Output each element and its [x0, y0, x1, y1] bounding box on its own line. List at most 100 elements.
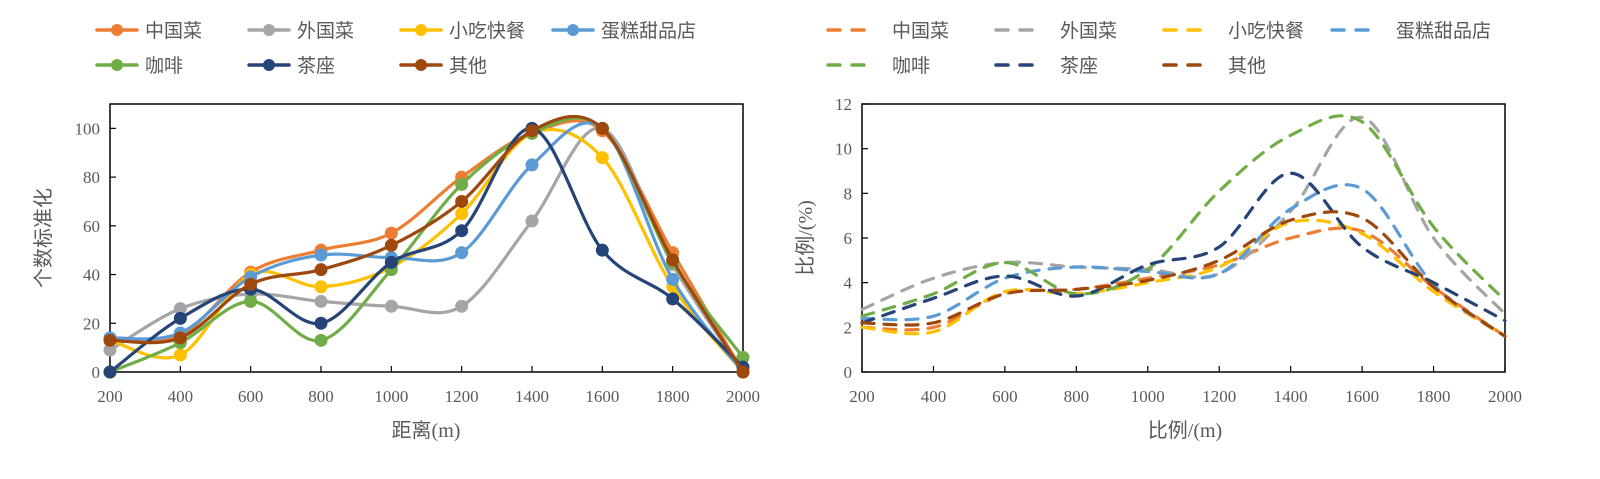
data-point: [666, 272, 680, 286]
data-point: [314, 280, 328, 294]
legend-item: 其他: [399, 55, 487, 77]
legend-label: 蛋糕甜品店: [601, 20, 696, 42]
series-1: [860, 115, 1507, 316]
data-point: [244, 294, 258, 308]
y-axis-title-left: 个数标准化: [32, 188, 55, 288]
data-point: [103, 333, 117, 347]
data-point: [666, 292, 680, 306]
data-point: [455, 177, 469, 191]
data-point: [314, 333, 328, 347]
series-2: [860, 218, 1507, 338]
legend-label: 其他: [449, 55, 487, 77]
y-tick-label: 80: [83, 168, 100, 187]
legend-label: 咖啡: [892, 55, 930, 77]
legend-item: 中国菜: [95, 20, 202, 42]
series-line: [108, 126, 745, 374]
y-tick-label: 4: [844, 274, 853, 293]
y-tick-label: 6: [844, 229, 853, 248]
data-point: [525, 214, 539, 228]
legend-label: 小吃快餐: [1228, 20, 1304, 42]
data-point: [314, 316, 328, 330]
legend-marker-icon: [415, 59, 427, 71]
data-point: [314, 248, 328, 262]
series-3: [860, 183, 1507, 338]
legend-marker-icon: [263, 24, 275, 36]
x-tick-label: 1600: [1345, 387, 1379, 406]
data-point: [455, 299, 469, 313]
legend-label: 蛋糕甜品店: [1396, 20, 1491, 42]
data-point: [455, 207, 469, 221]
legend-label: 其他: [1228, 55, 1266, 77]
x-tick-label: 1400: [1274, 387, 1308, 406]
legend-marker-icon: [415, 24, 427, 36]
y-axis-title-right: 比例/(%): [794, 200, 817, 276]
series-line: [108, 119, 745, 374]
legend-item: 其他: [1162, 55, 1266, 77]
x-tick-label: 1200: [1202, 387, 1236, 406]
series-line: [860, 114, 1507, 318]
x-tick-label: 1000: [1131, 387, 1165, 406]
plot-area-left: 0 20 40 60 80 100 200 400 600 800 1000 1200 1400 1600…: [75, 103, 760, 406]
data-point: [736, 365, 750, 379]
legend-item: 小吃快餐: [399, 20, 525, 42]
x-tick-label: 2000: [726, 387, 760, 406]
legend-item: 小吃快餐: [1162, 20, 1304, 42]
x-tick-label: 1800: [1417, 387, 1451, 406]
legend-label: 小吃快餐: [449, 20, 525, 42]
series-6: [103, 114, 750, 379]
x-tick-label: 600: [238, 387, 264, 406]
data-point: [384, 238, 398, 252]
data-point: [384, 255, 398, 269]
legend-marker-icon: [111, 59, 123, 71]
x-tick-label: 2000: [1488, 387, 1522, 406]
y-tick-label: 0: [92, 363, 101, 382]
legend-label: 外国菜: [297, 20, 354, 42]
series-line: [860, 171, 1507, 325]
series-line: [860, 183, 1507, 338]
x-tick-label: 600: [992, 387, 1018, 406]
series-4: [860, 114, 1507, 318]
y-tick-label: 8: [844, 184, 853, 203]
legend-label: 中国菜: [892, 20, 949, 42]
legend-item: 外国菜: [247, 20, 354, 42]
series-2: [103, 126, 750, 379]
x-tick-label: 1400: [515, 387, 549, 406]
legend-marker-icon: [111, 24, 123, 36]
y-tick-label: 100: [75, 119, 101, 138]
plot-area-right: 0 2 4 6 8 10 12 200 400 600 800 1000 1200 1400 1600 180…: [835, 95, 1522, 406]
legend-item: 咖啡: [826, 55, 930, 77]
data-point: [384, 226, 398, 240]
plot-frame: [109, 103, 744, 373]
legend-item: 咖啡: [95, 55, 183, 77]
legend-label: 咖啡: [145, 55, 183, 77]
data-point: [595, 151, 609, 165]
data-point: [244, 277, 258, 291]
data-point: [173, 311, 187, 325]
data-point: [314, 294, 328, 308]
series-5: [860, 171, 1507, 325]
x-tick-label: 1600: [585, 387, 619, 406]
plot-frame: [861, 103, 1506, 373]
y-tick-label: 40: [83, 266, 100, 285]
y-tick-label: 10: [835, 140, 852, 159]
y-tick-label: 60: [83, 217, 100, 236]
data-point: [173, 348, 187, 362]
data-point: [595, 121, 609, 135]
legend-label: 中国菜: [145, 20, 202, 42]
x-tick-label: 800: [1064, 387, 1090, 406]
series-line: [860, 218, 1507, 338]
x-axis-title-left: 距离(m): [392, 419, 461, 442]
x-tick-label: 200: [97, 387, 123, 406]
series-line: [860, 210, 1507, 338]
legend-item: 蛋糕甜品店: [551, 20, 696, 42]
x-axis-title-right: 比例/(m): [1148, 419, 1222, 442]
data-point: [525, 124, 539, 138]
legend-label: 茶座: [1060, 55, 1098, 77]
series-line: [860, 115, 1507, 316]
x-tick-label: 400: [168, 387, 194, 406]
legend-label: 茶座: [297, 55, 335, 77]
